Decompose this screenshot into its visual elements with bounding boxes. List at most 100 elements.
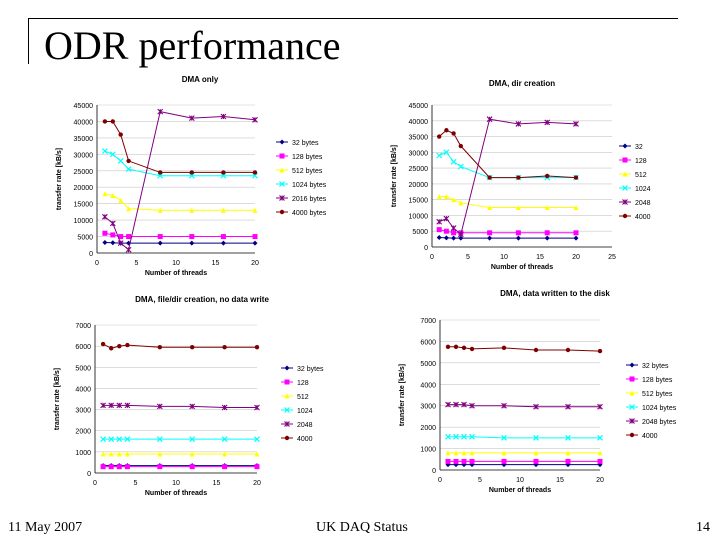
data-point (501, 345, 507, 351)
data-point (443, 228, 449, 234)
legend-marker (284, 421, 290, 427)
legend-label: 2048 (635, 200, 651, 207)
y-tick-label: 6000 (75, 344, 91, 351)
x-tick-label: 0 (430, 254, 434, 261)
data-point (110, 119, 116, 124)
data-point (100, 341, 106, 347)
series-3 (445, 450, 603, 456)
data-point (157, 207, 163, 213)
title-rule-top (28, 18, 678, 19)
slide-title: ODR performance (44, 23, 341, 68)
data-point (457, 231, 464, 238)
data-point (157, 345, 162, 350)
x-tick-label: 0 (438, 477, 442, 484)
data-point (597, 348, 603, 354)
data-point (189, 464, 195, 470)
y-tick-label: 35000 (409, 135, 429, 142)
data-point (544, 119, 551, 126)
legend-label: 1024 (635, 186, 651, 193)
data-point (443, 215, 450, 222)
legend-marker (279, 139, 285, 145)
data-point (573, 121, 579, 127)
data-point (450, 225, 457, 231)
data-point (188, 172, 195, 179)
data-point (573, 235, 579, 241)
y-tick-label: 45000 (409, 103, 429, 110)
data-point (254, 345, 260, 350)
y-tick-label: 3000 (420, 404, 436, 411)
series-2 (445, 458, 603, 464)
data-point (501, 458, 507, 464)
data-point (126, 158, 131, 164)
data-point (437, 134, 442, 139)
data-point (565, 458, 571, 464)
data-point (222, 464, 228, 470)
data-point (100, 436, 107, 443)
data-point (565, 450, 571, 456)
series-6 (437, 128, 579, 180)
data-point (565, 403, 571, 410)
y-tick-label: 40000 (409, 119, 429, 126)
data-point (533, 347, 539, 353)
footer-page-number: 14 (696, 520, 710, 535)
data-point (461, 401, 467, 408)
series-4 (100, 436, 260, 443)
y-axis-label: transfer rate [kB/s] (399, 364, 406, 426)
series-1 (445, 462, 603, 468)
data-point (453, 458, 459, 464)
data-point (451, 235, 457, 241)
legend-marker (622, 157, 628, 163)
data-point (545, 173, 550, 179)
data-point (443, 149, 450, 156)
data-point (597, 450, 603, 456)
data-point (544, 235, 550, 241)
data-point (458, 235, 464, 241)
legend-marker (629, 362, 635, 368)
data-point (189, 234, 195, 240)
data-point (221, 170, 226, 175)
legend-marker (279, 167, 285, 173)
y-tick-label: 1000 (75, 450, 91, 457)
series-6 (445, 344, 603, 354)
data-point (101, 148, 108, 154)
data-point (222, 345, 227, 350)
series-5 (102, 108, 258, 253)
data-point (487, 175, 492, 180)
legend-marker (629, 390, 635, 396)
data-point (451, 230, 457, 236)
series-1 (100, 463, 260, 469)
data-point (108, 436, 115, 443)
legend-label: 128 bytes (292, 154, 323, 161)
legend: 32 bytes 128 bytes 512 bytes 1024 bytes 2048… (626, 362, 677, 440)
data-point (124, 402, 131, 409)
data-point (469, 450, 475, 456)
y-tick-label: 15000 (409, 198, 429, 205)
data-point (254, 436, 260, 443)
legend-marker (629, 432, 635, 438)
chart-title: DMA, dir creation (489, 79, 555, 88)
data-point (124, 451, 130, 457)
data-point (102, 191, 108, 197)
footer-date: 11 May 2007 (8, 520, 83, 535)
legend-label: 512 bytes (292, 168, 323, 175)
data-point (125, 246, 132, 253)
y-tick-label: 1000 (420, 447, 436, 454)
data-point (487, 205, 493, 211)
series-line (438, 129, 577, 179)
data-point (252, 116, 258, 123)
x-tick-label: 15 (213, 480, 221, 487)
legend-label: 1024 bytes (292, 182, 327, 189)
data-point (109, 151, 116, 158)
data-point (222, 451, 228, 457)
y-axis-label: transfer rate [kB/s] (391, 145, 398, 207)
data-point (189, 403, 196, 410)
legend-marker (284, 365, 290, 371)
data-point (457, 163, 464, 170)
legend-marker (279, 195, 285, 201)
data-point (125, 342, 130, 348)
data-point (461, 433, 467, 440)
data-point (515, 235, 521, 241)
data-point (461, 450, 467, 456)
y-tick-label: 0 (432, 468, 436, 475)
